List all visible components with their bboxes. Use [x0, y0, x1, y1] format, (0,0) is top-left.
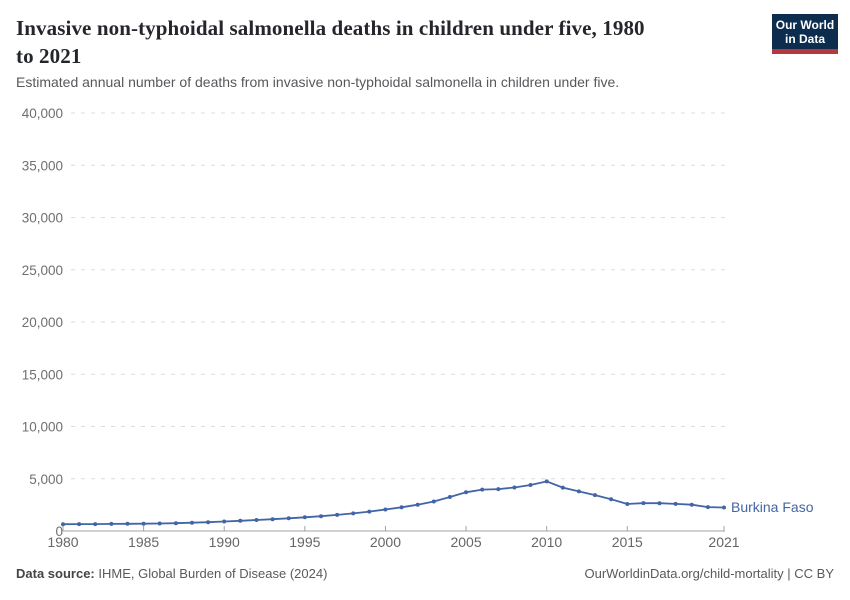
- data-point[interactable]: [625, 502, 630, 506]
- data-point[interactable]: [512, 485, 517, 490]
- y-axis-tick-label: 5,000: [29, 472, 63, 487]
- data-point[interactable]: [77, 522, 82, 527]
- x-axis-tick-label: 2005: [450, 534, 481, 550]
- data-point[interactable]: [335, 512, 340, 517]
- title-line-1: Invasive non-typhoidal salmonella deaths…: [16, 16, 645, 40]
- y-axis-tick-label: 25,000: [22, 263, 63, 278]
- chart-subtitle: Estimated annual number of deaths from i…: [16, 74, 620, 90]
- data-point[interactable]: [464, 490, 468, 495]
- data-point[interactable]: [415, 502, 420, 507]
- data-point[interactable]: [286, 516, 291, 521]
- series-line-burkina-faso[interactable]: [62, 480, 725, 526]
- data-point[interactable]: [657, 501, 662, 506]
- x-axis-tick-label: 2015: [612, 534, 643, 550]
- data-point[interactable]: [431, 499, 436, 504]
- data-point[interactable]: [576, 489, 581, 494]
- y-axis-tick-label: 30,000: [22, 211, 63, 226]
- chart-footer: Data source: IHME, Global Burden of Dise…: [16, 566, 834, 581]
- y-axis-tick-label: 35,000: [22, 158, 63, 173]
- data-source-text: IHME, Global Burden of Disease (2024): [98, 566, 328, 581]
- data-point[interactable]: [496, 487, 501, 492]
- data-point[interactable]: [544, 479, 549, 484]
- data-point[interactable]: [705, 505, 710, 510]
- owid-footer-link[interactable]: OurWorldinData.org/child-mortality | CC …: [584, 566, 835, 581]
- x-axis-tick-label: 2000: [370, 534, 401, 550]
- y-axis-tick-label: 10,000: [22, 420, 63, 435]
- logo-text-line1: Our World: [775, 18, 835, 32]
- data-point[interactable]: [367, 509, 372, 514]
- data-point[interactable]: [125, 521, 130, 526]
- data-point[interactable]: [609, 497, 614, 502]
- data-point[interactable]: [480, 487, 485, 492]
- data-point[interactable]: [302, 515, 307, 520]
- data-point[interactable]: [93, 522, 98, 527]
- y-axis-tick-label: 15,000: [22, 367, 63, 382]
- data-source-label: Data source:: [16, 566, 95, 581]
- data-point[interactable]: [383, 507, 388, 512]
- y-axis-tick-label: 20,000: [22, 315, 63, 330]
- data-point[interactable]: [560, 485, 565, 490]
- title-line-2: to 2021: [16, 44, 82, 68]
- data-point[interactable]: [157, 521, 162, 526]
- data-point[interactable]: [254, 518, 259, 522]
- owid-logo[interactable]: Our World in Data: [772, 14, 838, 54]
- data-point[interactable]: [641, 501, 646, 506]
- data-point[interactable]: [141, 521, 146, 526]
- data-point[interactable]: [593, 493, 597, 498]
- data-point[interactable]: [722, 505, 726, 510]
- data-source-note: Data source: IHME, Global Burden of Dise…: [16, 566, 327, 581]
- data-point[interactable]: [528, 483, 533, 487]
- data-point[interactable]: [447, 495, 452, 499]
- data-point[interactable]: [222, 519, 227, 524]
- x-axis-tick-label: 1980: [47, 534, 78, 550]
- x-axis-tick-label: 2021: [708, 534, 739, 550]
- x-axis-tick-label: 1995: [289, 534, 320, 550]
- data-point[interactable]: [109, 521, 114, 526]
- data-point[interactable]: [238, 518, 243, 523]
- logo-text-line2: in Data: [784, 32, 825, 46]
- data-point[interactable]: [351, 511, 356, 516]
- x-axis-tick-label: 2010: [531, 534, 562, 550]
- data-point[interactable]: [190, 520, 194, 525]
- series-label-burkina-faso[interactable]: Burkina Faso: [731, 499, 814, 515]
- data-point[interactable]: [61, 522, 65, 527]
- data-point[interactable]: [173, 521, 178, 526]
- y-axis-tick-label: 0: [55, 524, 63, 539]
- page-title: Invasive non-typhoidal salmonella deaths…: [16, 14, 645, 70]
- data-point[interactable]: [399, 505, 404, 510]
- x-axis-tick-label: 1990: [209, 534, 240, 550]
- x-axis-tick-label: 1985: [128, 534, 159, 550]
- data-point[interactable]: [206, 520, 211, 525]
- data-point[interactable]: [689, 502, 694, 507]
- data-point[interactable]: [673, 501, 678, 506]
- data-point[interactable]: [319, 514, 323, 519]
- data-point[interactable]: [270, 517, 275, 522]
- y-axis-tick-label: 40,000: [22, 106, 63, 121]
